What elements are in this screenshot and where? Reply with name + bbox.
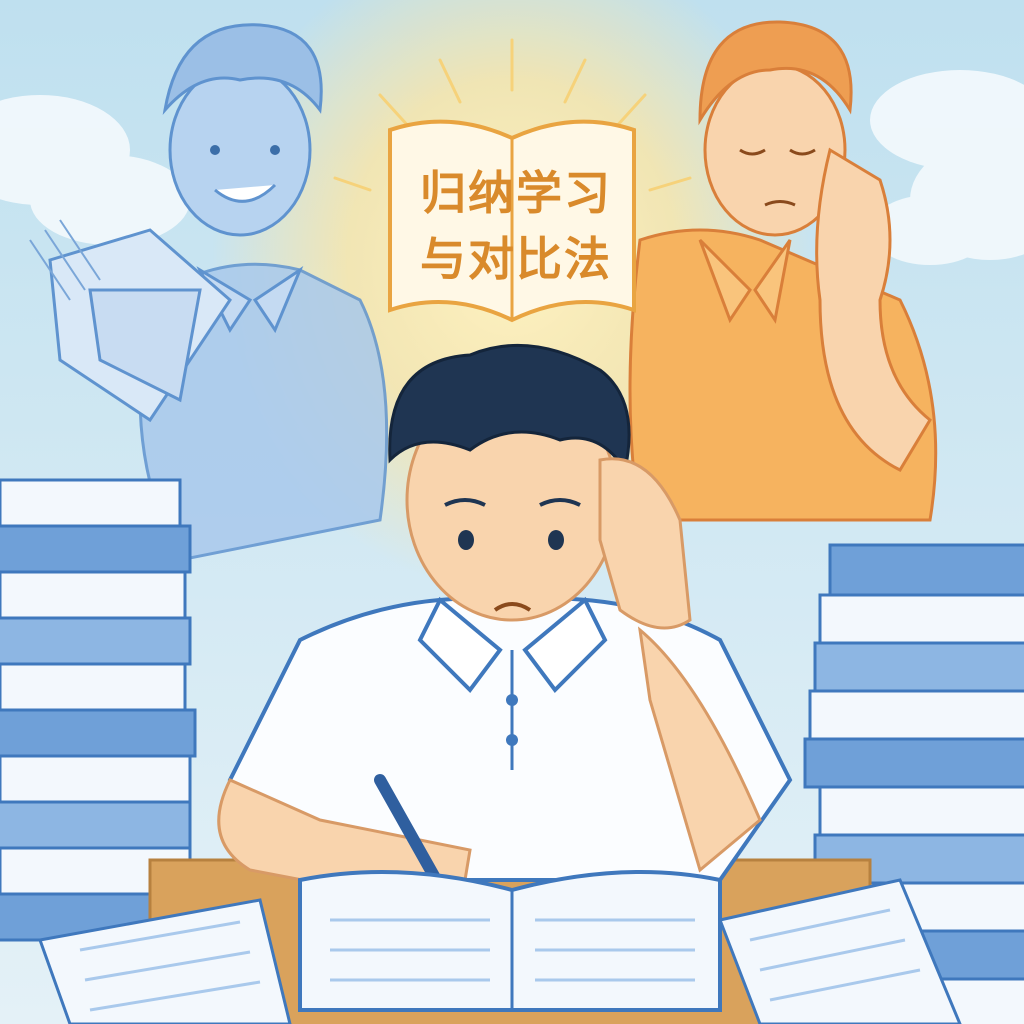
book-title: 归纳学习 与对比法 — [398, 160, 634, 292]
clouds — [0, 70, 1024, 265]
book-title-line1: 归纳学习 — [420, 166, 612, 220]
book-title-line2: 与对比法 — [420, 232, 612, 286]
glow-rays — [333, 38, 692, 192]
student — [217, 343, 793, 946]
loose-paper-right — [717, 878, 962, 1024]
glowing-book — [388, 119, 636, 323]
blue-figure-reading — [29, 23, 389, 562]
loose-paper-left — [37, 898, 292, 1024]
open-notebook — [298, 870, 722, 1012]
orange-figure-thinking — [628, 20, 938, 522]
